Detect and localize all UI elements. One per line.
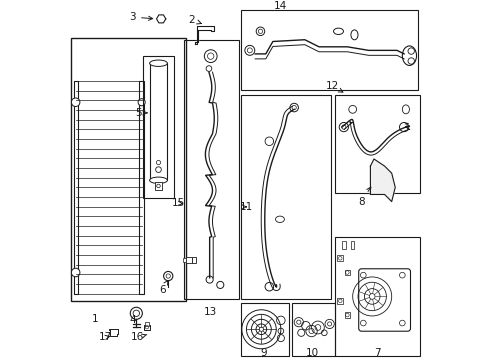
Bar: [185, 257, 192, 263]
Ellipse shape: [402, 46, 416, 66]
Bar: [241, 95, 331, 299]
Bar: [145, 322, 148, 326]
Polygon shape: [194, 26, 214, 44]
Text: 16: 16: [130, 332, 146, 342]
Bar: [350, 240, 354, 249]
Bar: [155, 182, 162, 190]
Ellipse shape: [149, 60, 167, 66]
Polygon shape: [156, 15, 165, 23]
Circle shape: [71, 98, 80, 107]
Text: 4: 4: [129, 315, 136, 325]
Text: 12: 12: [325, 81, 342, 92]
Text: 9: 9: [260, 348, 267, 358]
Text: 14: 14: [273, 1, 286, 12]
Bar: [143, 325, 150, 330]
FancyBboxPatch shape: [358, 269, 409, 331]
Ellipse shape: [149, 177, 167, 184]
Bar: [334, 237, 419, 356]
Bar: [337, 256, 343, 261]
Bar: [74, 81, 79, 294]
Bar: [292, 303, 334, 356]
Bar: [71, 39, 185, 301]
Bar: [341, 240, 345, 249]
Text: 10: 10: [305, 348, 318, 358]
Text: 13: 13: [204, 306, 217, 316]
Polygon shape: [370, 159, 394, 202]
Bar: [241, 303, 288, 356]
Text: 17: 17: [98, 332, 111, 342]
Text: 5: 5: [135, 108, 147, 118]
Text: 7: 7: [373, 348, 380, 358]
Circle shape: [138, 99, 145, 106]
Bar: [337, 298, 343, 304]
Text: 6: 6: [159, 280, 168, 294]
Text: 3: 3: [129, 12, 152, 22]
Text: 2: 2: [188, 15, 201, 25]
Bar: [183, 258, 185, 262]
Bar: [139, 81, 144, 294]
Bar: [334, 95, 419, 193]
Text: 1: 1: [92, 314, 99, 324]
Circle shape: [130, 307, 142, 319]
Text: 15: 15: [172, 198, 185, 208]
Circle shape: [163, 271, 172, 281]
Bar: [149, 63, 167, 180]
Polygon shape: [109, 329, 117, 336]
Bar: [241, 10, 417, 90]
Bar: [344, 312, 349, 318]
Bar: [192, 257, 196, 263]
Bar: [344, 270, 349, 275]
Text: 11: 11: [239, 202, 252, 212]
Text: 8: 8: [358, 187, 370, 207]
Bar: [143, 56, 173, 198]
Bar: [184, 40, 239, 299]
Circle shape: [71, 268, 80, 277]
